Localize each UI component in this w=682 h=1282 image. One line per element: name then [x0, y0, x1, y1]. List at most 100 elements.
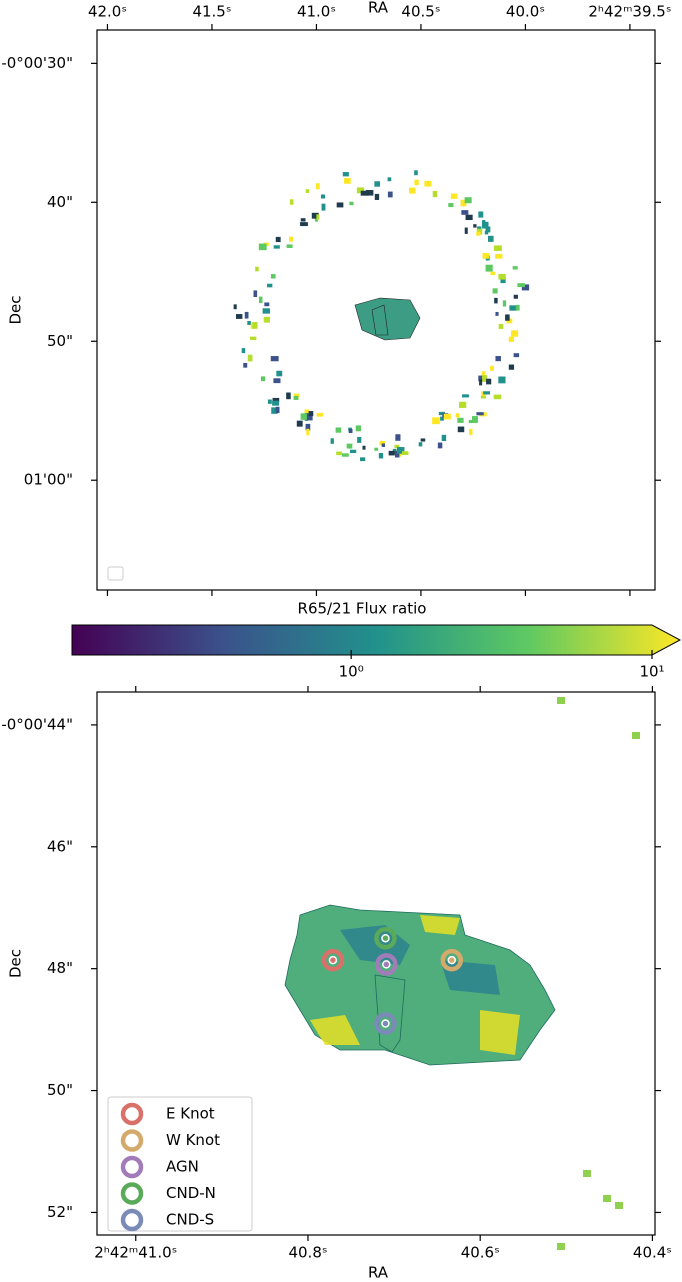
image-pixel — [249, 336, 257, 341]
image-pixel — [247, 321, 251, 325]
marker — [440, 948, 464, 972]
x-tick-label: 41.0ˢ — [297, 3, 336, 21]
image-pixel — [286, 392, 291, 400]
image-pixel — [273, 245, 280, 249]
image-pixel — [308, 411, 314, 417]
colorbar-label: R65/21 Flux ratio — [298, 600, 427, 618]
image-pixel — [335, 427, 342, 433]
image-pixel — [511, 330, 519, 337]
image-pixel — [498, 376, 506, 384]
marker — [374, 926, 397, 950]
image-pixel — [414, 179, 419, 186]
image-pixel — [233, 304, 237, 310]
image-pixel — [252, 322, 258, 329]
image-pixel — [264, 302, 270, 307]
image-pixel — [272, 397, 280, 402]
image-pixel — [270, 274, 276, 279]
image-pixel — [494, 297, 498, 304]
x-tick-label: 40.6ˢ — [461, 1244, 500, 1262]
legend-label: E Knot — [166, 1105, 215, 1123]
image-pixel — [346, 443, 353, 449]
legend-swatch — [120, 1182, 144, 1205]
image-pixel — [472, 416, 478, 423]
image-pixel — [457, 426, 465, 433]
colorbar-tick-label: 10¹ — [639, 663, 664, 681]
y-tick-label: 50" — [47, 332, 73, 350]
image-pixel — [495, 356, 501, 362]
image-pixel — [482, 375, 487, 382]
marker-center — [447, 955, 457, 965]
image-pixel — [493, 394, 502, 400]
x-axis-label: RA — [368, 0, 389, 17]
image-pixel — [485, 264, 493, 272]
image-pixel — [498, 323, 504, 329]
image-pixel — [315, 183, 320, 190]
image-pixel — [476, 231, 481, 236]
image-pixel — [262, 308, 270, 314]
image-pixel — [330, 438, 334, 444]
legend-swatch — [120, 1208, 144, 1232]
image-pixel — [476, 412, 484, 416]
image-pixel — [508, 364, 515, 370]
image-pixel — [495, 311, 499, 316]
image-pixel — [305, 423, 311, 431]
legend-swatch — [120, 1129, 144, 1152]
image-pixel — [418, 442, 423, 447]
image-pixel — [311, 212, 319, 219]
image-pixel — [490, 271, 496, 276]
image-pixel — [253, 290, 258, 297]
image-pixel — [508, 336, 514, 342]
image-pixel — [374, 447, 379, 451]
image-pixel — [275, 406, 280, 413]
image-pixel — [473, 224, 477, 228]
image-pixel — [381, 443, 386, 447]
y-tick-label: 52" — [47, 1203, 73, 1221]
image-pixel — [402, 451, 409, 456]
marker — [375, 953, 398, 976]
image-pixel — [306, 428, 310, 436]
marker-center — [381, 933, 390, 943]
image-pixel — [395, 434, 401, 441]
image-pixel — [300, 413, 307, 420]
legend-label: AGN — [166, 1158, 199, 1176]
image-pixel — [486, 378, 492, 385]
y-axis-label: Dec — [7, 949, 25, 978]
image-pixel — [378, 452, 384, 459]
image-pixel — [314, 217, 318, 222]
image-pixel — [288, 236, 294, 242]
image-pixel — [336, 202, 344, 208]
image-pixel — [276, 370, 283, 377]
image-pixel — [583, 1170, 591, 1177]
image-pixel — [478, 211, 484, 218]
image-pixel — [457, 417, 464, 423]
image-pixel — [374, 181, 380, 187]
image-pixel — [320, 194, 326, 199]
image-pixel — [521, 284, 530, 291]
image-pixel — [478, 375, 484, 382]
image-pixel — [316, 412, 324, 417]
image-pixel — [424, 180, 432, 187]
image-pixel — [341, 453, 349, 457]
image-pixel — [342, 172, 349, 177]
x-tick-label: 40.0ˢ — [506, 3, 545, 21]
image-pixel — [450, 193, 458, 199]
x-tick-label: 40.8ˢ — [288, 1244, 327, 1262]
legend — [107, 1096, 253, 1232]
image-pixel — [493, 245, 502, 251]
image-pixel — [481, 221, 489, 229]
legend-label: W Knot — [166, 1131, 220, 1149]
image-pixel — [316, 214, 320, 220]
image-pixel — [432, 417, 440, 425]
image-pixel — [515, 304, 520, 311]
image-pixel — [461, 210, 469, 215]
image-pixel — [490, 365, 494, 371]
image-pixel — [387, 177, 392, 182]
image-pixel — [468, 419, 474, 424]
legend-swatch — [120, 1102, 144, 1126]
image-pixel — [300, 218, 306, 222]
image-pixel — [603, 1195, 611, 1202]
image-pixel — [506, 318, 513, 324]
image-pixel — [272, 400, 280, 406]
colorbar-tick-label: 10⁰ — [339, 663, 364, 681]
image-pixel — [379, 440, 386, 446]
